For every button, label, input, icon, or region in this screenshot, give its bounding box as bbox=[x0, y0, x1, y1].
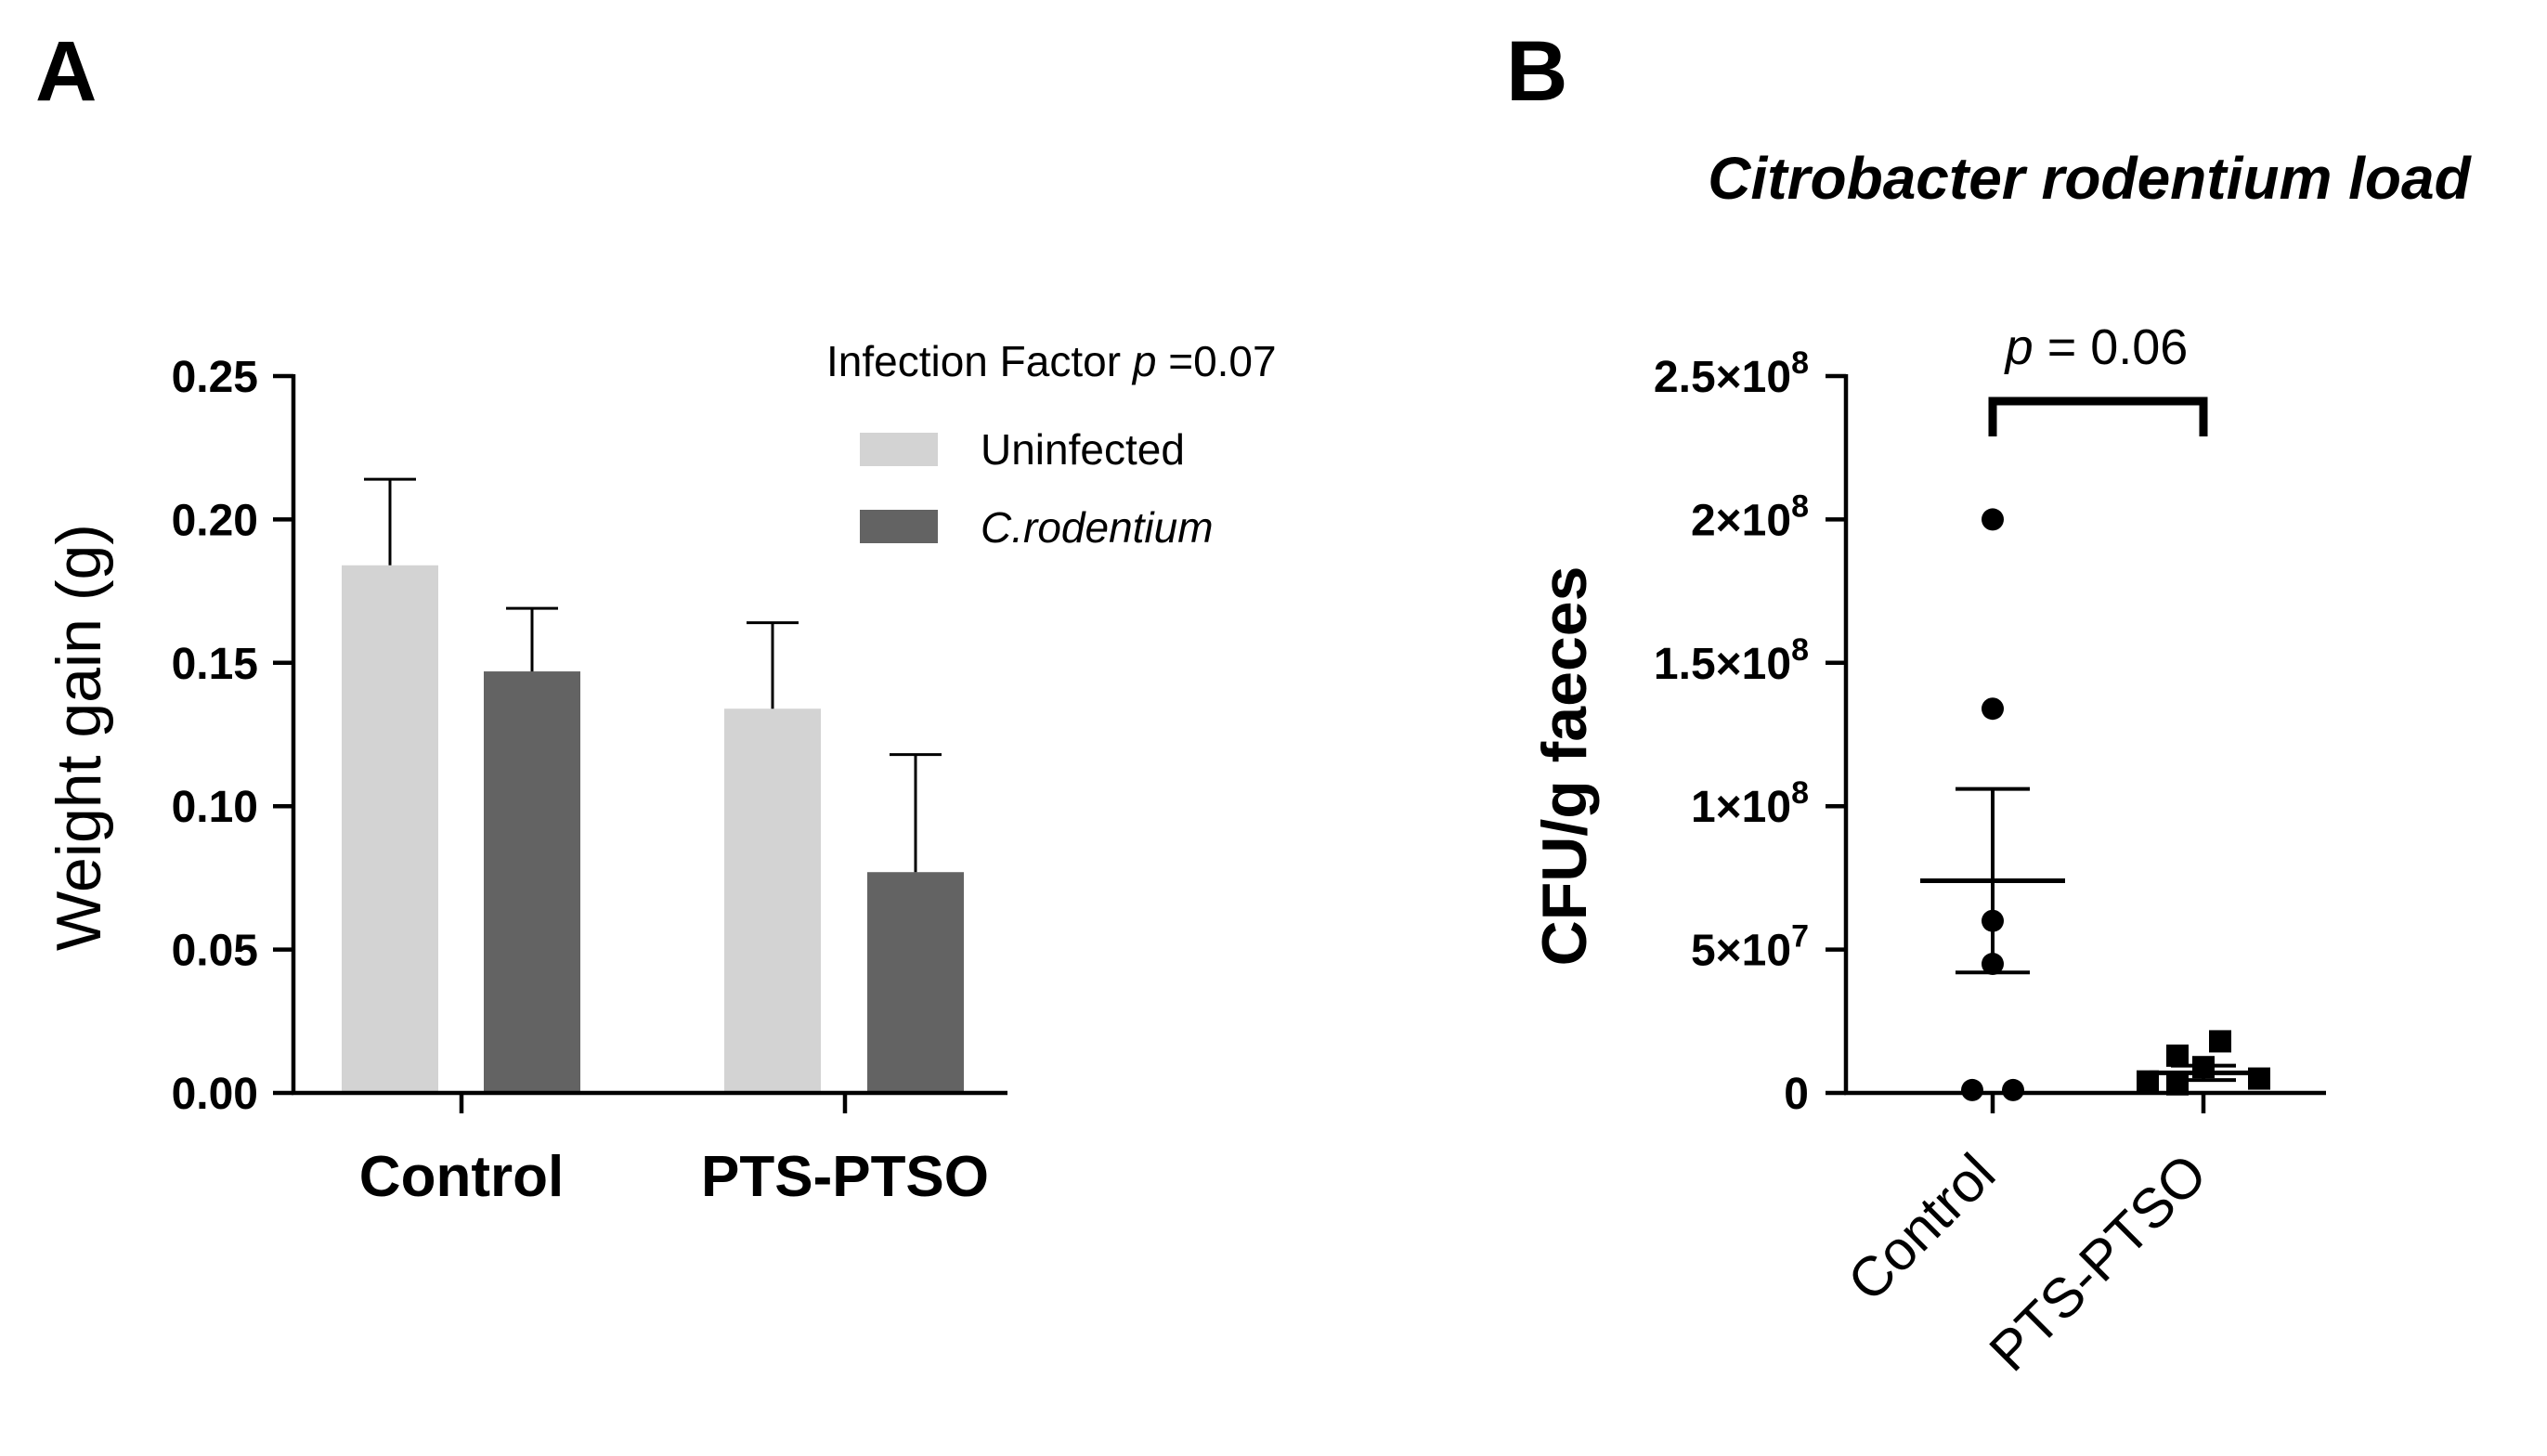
panel-b-label: B bbox=[1506, 24, 1567, 119]
panel-a-y-tick-label: 0.05 bbox=[172, 927, 258, 976]
panel-b-y-tick-labels: 0 5×107 1×108 1.5×108 2×108 2.5×108 bbox=[1654, 345, 1809, 1119]
data-point-control bbox=[1982, 508, 2004, 531]
panel-b-y-tick-label: 5×107 bbox=[1691, 919, 1809, 976]
panel-a-y-tick-labels: 0.00 0.05 0.10 0.15 0.20 0.25 bbox=[172, 353, 258, 1119]
legend-swatch-c-rodentium bbox=[860, 510, 938, 543]
data-point-control bbox=[1961, 1078, 1983, 1101]
legend-label-c-rodentium: C.rodentium bbox=[981, 503, 1214, 552]
panel-b-significance-bracket bbox=[1988, 396, 2208, 436]
panel-b-y-axis-label: CFU/g faeces bbox=[1529, 566, 1600, 967]
data-point-pts-ptso bbox=[2209, 1030, 2231, 1053]
panel-a-y-tick-label: 0.10 bbox=[172, 783, 258, 832]
panel-b-mean-sem bbox=[1920, 786, 2257, 1083]
panel-a-axis-ticks bbox=[273, 373, 848, 1113]
panel-b-y-tick-label: 1×108 bbox=[1691, 775, 1809, 832]
panel-a-y-tick-label: 0.20 bbox=[172, 496, 258, 545]
bar-pts-ptso-c-rodentium bbox=[867, 872, 964, 1093]
panel-a-bar-chart: A Weight gain (g) 0.00 0.05 0.10 0.15 0.… bbox=[35, 24, 1277, 1209]
data-point-pts-ptso bbox=[2248, 1067, 2270, 1090]
panel-a-category-control: Control bbox=[359, 1145, 564, 1209]
panel-b-y-tick-label: 0 bbox=[1784, 1070, 1809, 1119]
panel-b-points bbox=[1961, 508, 2270, 1101]
data-point-control bbox=[2002, 1078, 2024, 1101]
bar-control-c-rodentium bbox=[484, 671, 580, 1093]
panel-a-y-axis-label: Weight gain (g) bbox=[44, 524, 114, 951]
legend-label-uninfected: Uninfected bbox=[981, 425, 1185, 474]
data-point-control bbox=[1982, 909, 2004, 932]
panel-b-title: Citrobacter rodentium load bbox=[1708, 145, 2472, 212]
data-point-pts-ptso bbox=[2166, 1044, 2189, 1067]
panel-b-y-tick-label: 2×108 bbox=[1691, 488, 1809, 545]
bar-pts-ptso-uninfected bbox=[724, 708, 821, 1093]
panel-a-y-tick-label: 0.00 bbox=[172, 1070, 258, 1119]
panel-a-y-tick-label: 0.25 bbox=[172, 353, 258, 402]
panel-a-category-pts-ptso: PTS-PTSO bbox=[701, 1145, 989, 1209]
panel-b-scatter-chart: B Citrobacter rodentium load CFU/g faece… bbox=[1506, 24, 2473, 1383]
panel-a-y-tick-label: 0.15 bbox=[172, 640, 258, 689]
panel-b-y-tick-label: 2.5×108 bbox=[1654, 345, 1809, 402]
panel-b-y-tick-label: 1.5×108 bbox=[1654, 632, 1809, 689]
bar-control-uninfected bbox=[342, 565, 438, 1093]
panel-b-axis-ticks bbox=[1826, 373, 2206, 1113]
panel-b-p-value: p = 0.06 bbox=[2004, 319, 2189, 375]
panel-b-category-control: Control bbox=[1836, 1142, 2007, 1313]
data-point-pts-ptso bbox=[2166, 1072, 2189, 1096]
data-point-pts-ptso bbox=[2192, 1056, 2215, 1079]
panel-a-bars bbox=[342, 477, 964, 1093]
data-point-control bbox=[1982, 697, 2004, 721]
legend-swatch-uninfected bbox=[860, 433, 938, 466]
data-point-pts-ptso bbox=[2137, 1070, 2159, 1093]
panel-a-label: A bbox=[35, 24, 97, 119]
panel-b-category-pts-ptso: PTS-PTSO bbox=[1978, 1142, 2219, 1384]
panel-a-infection-factor-annotation: Infection Factor p =0.07 bbox=[826, 337, 1277, 385]
panel-a-legend: Uninfected C.rodentium bbox=[860, 425, 1214, 552]
data-point-control bbox=[1982, 953, 2004, 976]
